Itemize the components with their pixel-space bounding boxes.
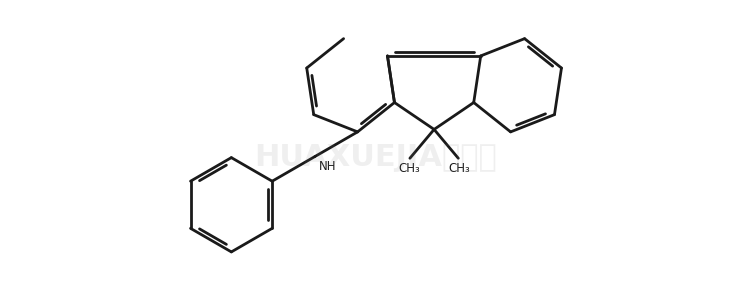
Text: NH: NH (319, 160, 336, 173)
Text: CH₃: CH₃ (448, 162, 470, 175)
Text: HUAXUEJIA化学网: HUAXUEJIA化学网 (255, 143, 497, 172)
Text: CH₃: CH₃ (398, 162, 420, 175)
